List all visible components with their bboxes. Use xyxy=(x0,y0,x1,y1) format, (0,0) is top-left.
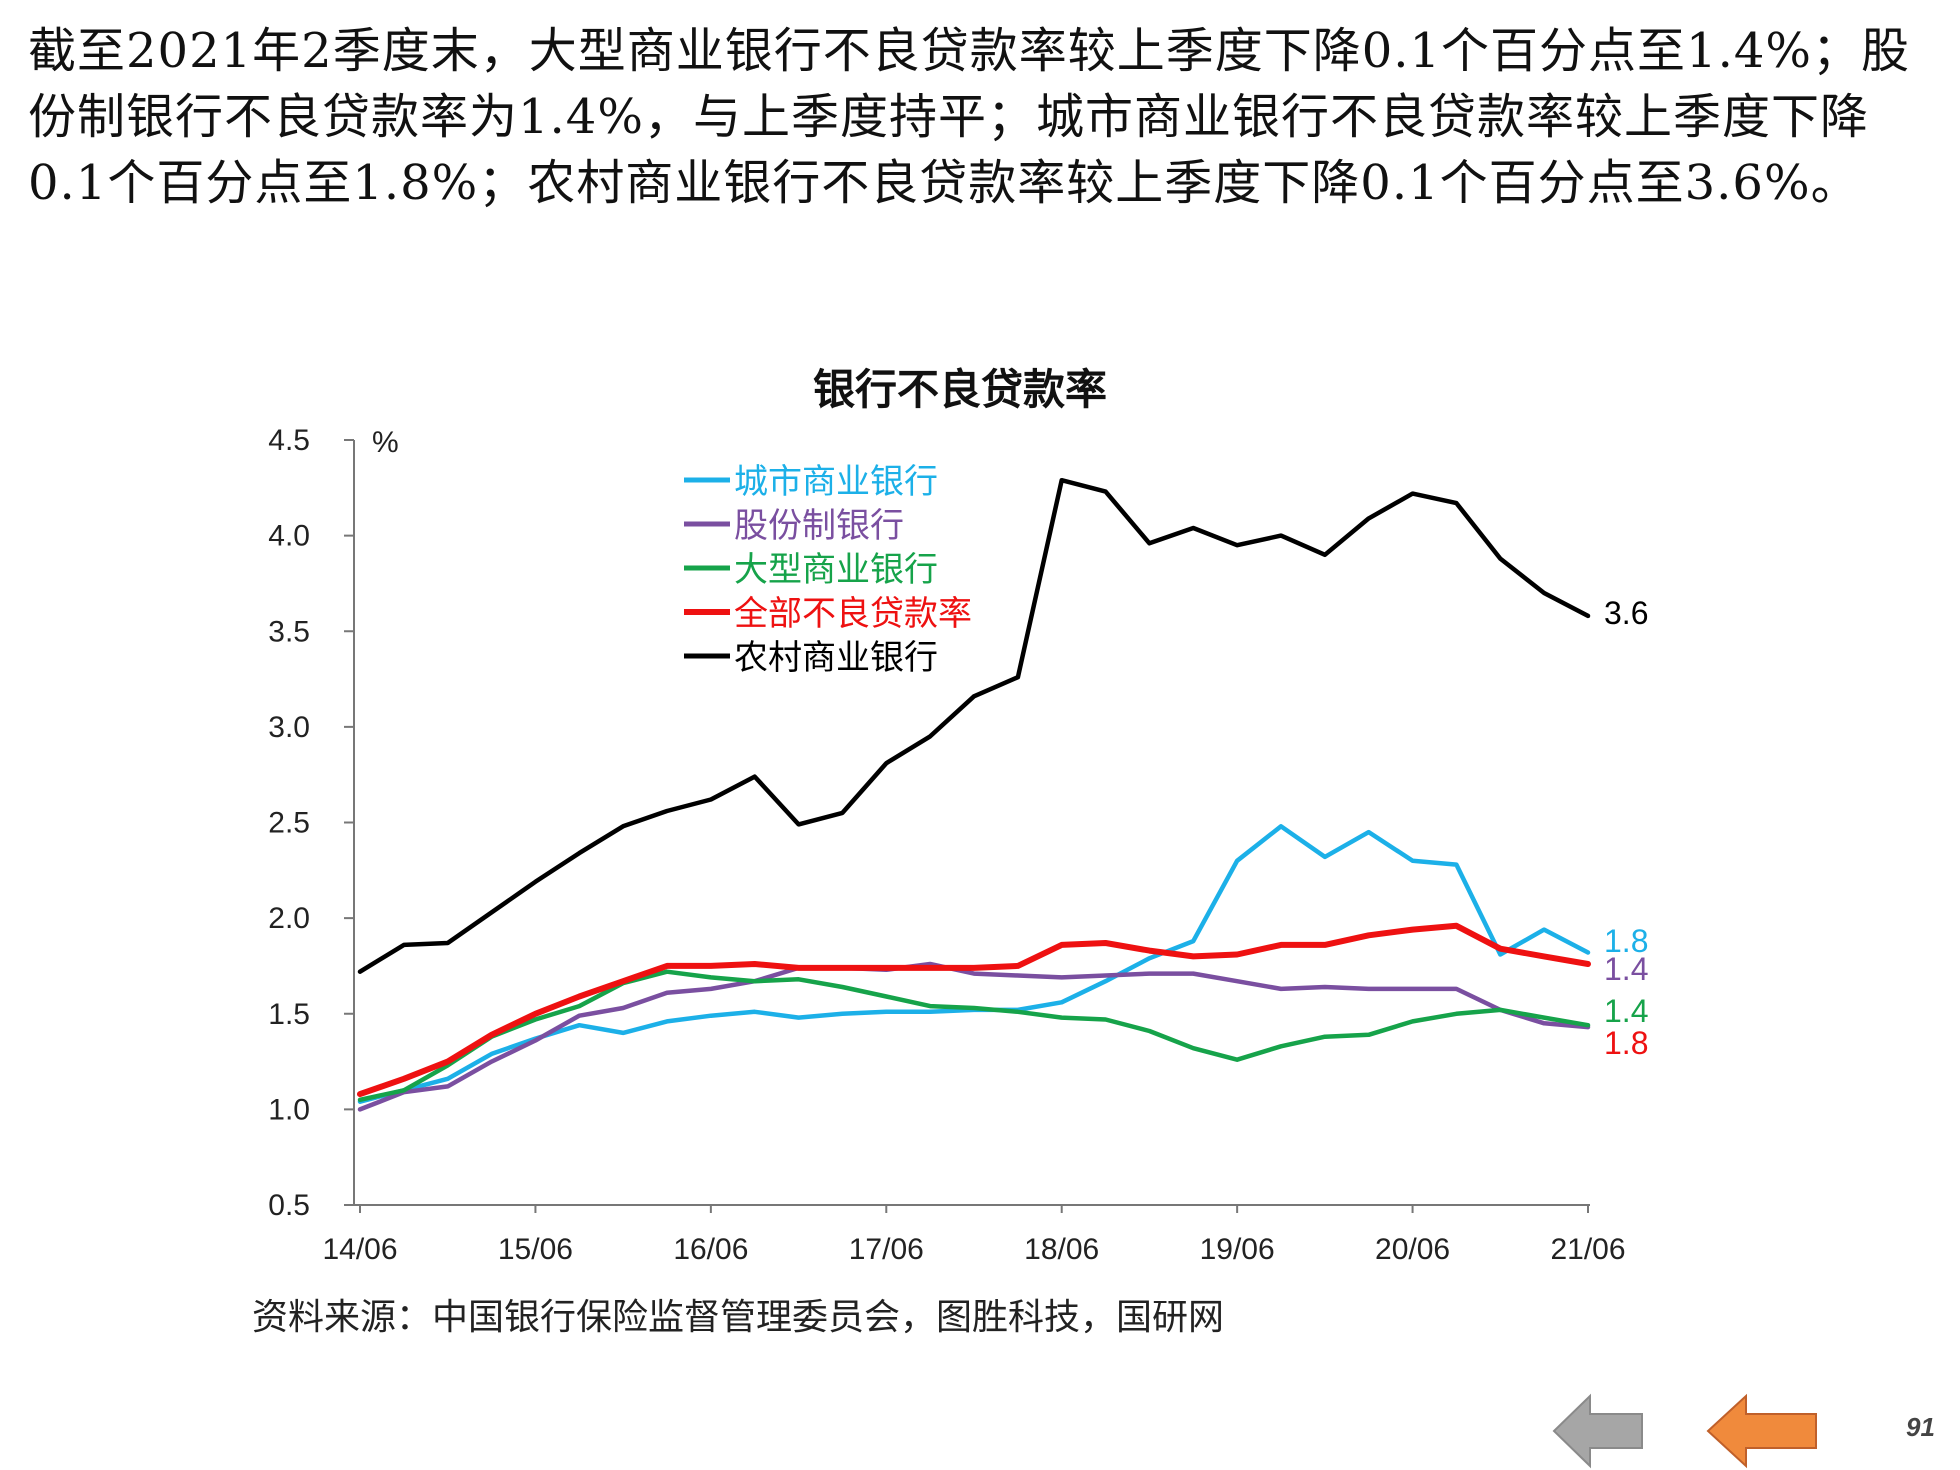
y-tick-label: 2.0 xyxy=(268,902,310,935)
series-line-4 xyxy=(357,477,1591,974)
page-number: 91 xyxy=(1906,1412,1935,1442)
y-tick-label: 4.5 xyxy=(268,424,310,457)
y-tick-label: 0.5 xyxy=(268,1189,310,1222)
series-line-2 xyxy=(357,969,1591,1103)
series-end-labels: 1.81.41.41.83.6 xyxy=(1604,595,1648,1061)
y-tick-label: 2.5 xyxy=(268,807,310,840)
x-tick-label: 16/06 xyxy=(673,1233,748,1266)
legend-label: 大型商业银行 xyxy=(734,551,938,589)
series-end-label: 3.6 xyxy=(1604,595,1648,631)
legend-label: 城市商业银行 xyxy=(734,463,938,501)
y-tick-label: 1.5 xyxy=(268,998,310,1031)
arrow-left-orange-icon xyxy=(1706,1393,1817,1469)
series-end-label: 1.8 xyxy=(1604,923,1648,959)
x-tick-label: 19/06 xyxy=(1200,1233,1275,1266)
x-axis-ticks: 14/06 15/06 16/06 17/06 18/06 19/06 20/06 21/06 xyxy=(322,1205,1626,1266)
legend-label: 农村商业银行 xyxy=(734,639,938,677)
y-axis-ticks: 0.5 1.0 1.5 2.0 2.5 3.0 3.5 4.0 4.5 xyxy=(268,424,354,1222)
x-tick-label: 17/06 xyxy=(849,1233,924,1266)
series-end-label: 1.8 xyxy=(1604,1025,1648,1061)
x-tick-label: 15/06 xyxy=(498,1233,573,1266)
series-line-0 xyxy=(357,824,1591,1104)
y-tick-label: 3.5 xyxy=(268,615,310,648)
prev-nav-button[interactable] xyxy=(1706,1392,1818,1470)
chart-title: 银行不良贷款率 xyxy=(813,366,1107,413)
y-tick-label: 3.0 xyxy=(268,711,310,744)
x-tick-label: 18/06 xyxy=(1024,1233,1099,1266)
back-nav-button[interactable] xyxy=(1552,1392,1644,1470)
series-end-label: 1.4 xyxy=(1604,993,1648,1029)
x-tick-label: 14/06 xyxy=(322,1233,397,1266)
arrow-left-gray-icon xyxy=(1552,1393,1643,1469)
series-lines xyxy=(357,477,1591,1112)
y-tick-label: 4.0 xyxy=(268,520,310,553)
legend-label: 全部不良贷款率 xyxy=(734,595,972,633)
y-axis-unit-label: % xyxy=(372,426,399,459)
data-source-note: 资料来源：中国银行保险监督管理委员会，图胜科技，国研网 xyxy=(252,1297,1225,1338)
series-line-3 xyxy=(357,922,1591,1098)
intro-paragraph: 截至2021年2季度末，大型商业银行不良贷款率较上季度下降0.1个百分点至1.4… xyxy=(28,23,1910,211)
series-line-1 xyxy=(357,961,1591,1112)
legend-label: 股份制银行 xyxy=(734,507,904,545)
series-end-label: 1.4 xyxy=(1604,951,1648,987)
x-tick-label: 20/06 xyxy=(1375,1233,1450,1266)
x-tick-label: 21/06 xyxy=(1550,1233,1625,1266)
y-tick-label: 1.0 xyxy=(268,1093,310,1126)
